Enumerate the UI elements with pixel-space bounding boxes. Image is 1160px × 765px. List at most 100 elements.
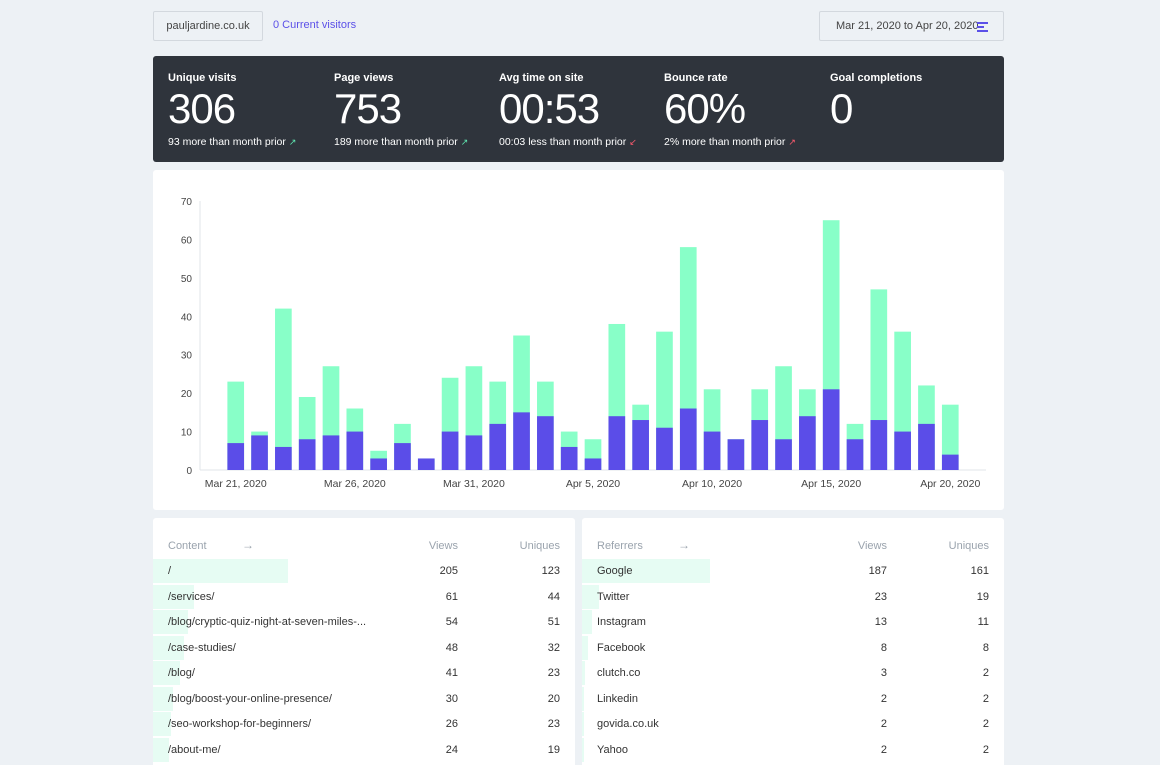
row-views: 2: [880, 718, 887, 730]
x-tick-label: Mar 26, 2020: [324, 478, 386, 490]
x-tick-label: Mar 21, 2020: [205, 478, 267, 490]
table-row[interactable]: Linkedin 2 2: [582, 686, 1004, 711]
row-uniques: 8: [982, 641, 989, 654]
table-row[interactable]: Twitter 23 19: [582, 584, 1004, 609]
stat-label: Unique visits: [168, 72, 237, 84]
bar-unique-visits[interactable]: [894, 431, 911, 470]
bar-unique-visits[interactable]: [870, 420, 888, 470]
bar-unique-visits[interactable]: [513, 412, 530, 470]
row-name: Twitter: [597, 590, 630, 603]
bar-unique-visits[interactable]: [751, 420, 769, 470]
row-views: 13: [874, 616, 887, 628]
row-views: 26: [445, 718, 458, 730]
bar-unique-visits[interactable]: [656, 427, 673, 470]
bar-unique-visits[interactable]: [346, 431, 364, 470]
table-row[interactable]: / 205 123: [153, 559, 575, 583]
bar-unique-visits[interactable]: [799, 416, 816, 470]
stat-label: Page views: [334, 72, 394, 84]
row-views: 2: [880, 743, 887, 756]
bar-unique-visits[interactable]: [918, 423, 935, 470]
stat-label: Goal completions: [830, 72, 923, 84]
row-bar: [153, 686, 174, 711]
table-row[interactable]: /case-studies/48 32: [153, 635, 575, 660]
bar-unique-visits[interactable]: [608, 416, 626, 470]
y-tick-label: 20: [181, 389, 193, 400]
row-uniques: 11: [977, 616, 989, 628]
current-visitors-link[interactable]: 0 Current visitors: [273, 19, 357, 31]
bar-unique-visits[interactable]: [679, 408, 697, 470]
row-views: 205: [439, 565, 458, 577]
table-row[interactable]: clutch.co 3 2: [582, 661, 1004, 685]
date-range-button[interactable]: Mar 21, 2020 to Apr 20, 2020: [819, 11, 1004, 41]
bar-unique-visits[interactable]: [394, 443, 411, 470]
arrow-right-icon[interactable]: →: [242, 538, 254, 552]
row-bar: [153, 610, 189, 634]
stat-label: Avg time on site: [499, 72, 584, 84]
table-row[interactable]: govida.co.uk 2 2: [582, 712, 1004, 736]
bar-unique-visits[interactable]: [584, 458, 602, 470]
date-range-label: Mar 21, 2020 to Apr 20, 2020: [836, 20, 979, 32]
bar-unique-visits[interactable]: [275, 446, 292, 470]
table-row[interactable]: /blog/41 23: [153, 661, 575, 685]
bar-unique-visits[interactable]: [251, 435, 268, 470]
table-row[interactable]: /services/61 44: [153, 584, 575, 609]
bar-unique-visits[interactable]: [846, 439, 864, 470]
bar-unique-visits[interactable]: [441, 431, 459, 470]
bar-page-views[interactable]: [275, 308, 292, 470]
table-row[interactable]: Google 187 161: [582, 559, 1004, 583]
y-tick-label: 40: [181, 312, 193, 323]
row-uniques: 51: [547, 616, 560, 628]
table-row[interactable]: /blog/cryptic-quiz-night-at-seven-miles-…: [153, 610, 575, 634]
bar-unique-visits[interactable]: [560, 446, 578, 470]
row-bar: [153, 559, 288, 583]
row-views: 30: [445, 692, 458, 705]
row-name: Yahoo: [597, 743, 628, 756]
bar-unique-visits[interactable]: [941, 454, 959, 470]
site-selector-button[interactable]: pauljardine.co.uk: [153, 11, 263, 41]
bar-unique-visits[interactable]: [227, 443, 245, 470]
top-bar: pauljardine.co.uk 0 Current visitors Mar…: [153, 11, 1004, 41]
row-name: Linkedin: [597, 692, 638, 705]
y-tick-label: 50: [181, 274, 193, 285]
table-row[interactable]: Facebook 8 8: [582, 635, 1004, 660]
bar-unique-visits[interactable]: [727, 439, 745, 470]
row-name: clutch.co: [597, 667, 641, 679]
row-views: 2: [880, 692, 887, 705]
bar-unique-visits[interactable]: [298, 439, 316, 470]
row-bar: [582, 559, 710, 583]
bar-unique-visits[interactable]: [370, 458, 387, 470]
row-views: 41: [445, 667, 458, 679]
bar-unique-visits[interactable]: [775, 439, 792, 470]
trend-up-bad-icon: ↗: [788, 137, 796, 147]
arrow-right-icon[interactable]: →: [678, 538, 690, 552]
row-bar: [153, 712, 171, 736]
row-bar: [582, 635, 589, 660]
bar-unique-visits[interactable]: [703, 431, 721, 470]
table-row[interactable]: /seo-workshop-for-beginners/26 23: [153, 712, 575, 736]
row-name: /blog/cryptic-quiz-night-at-seven-miles-…: [168, 616, 367, 628]
bar-unique-visits[interactable]: [465, 435, 483, 470]
bar-unique-visits[interactable]: [632, 420, 649, 470]
row-uniques: 23: [547, 667, 560, 679]
bar-unique-visits[interactable]: [822, 389, 840, 470]
table-row[interactable]: Instagram 13 11: [582, 610, 1004, 634]
row-bar: [582, 686, 584, 711]
stat-change: 189 more than month prior ↗: [334, 136, 469, 148]
table-row[interactable]: Yahoo 2 2: [582, 737, 1004, 762]
x-tick-label: Mar 31, 2020: [443, 478, 505, 490]
row-views: 23: [874, 590, 887, 603]
table-row[interactable]: /blog/boost-your-online-presence/30 20: [153, 686, 575, 711]
bar-unique-visits[interactable]: [489, 423, 507, 470]
bar-unique-visits[interactable]: [322, 435, 340, 470]
visits-chart-card: 0 10 20 30 40 50 60 70 Mar 21, 2020 Mar 26, 2020 M…: [153, 170, 1004, 510]
row-views: 48: [445, 641, 458, 654]
row-views: 3: [880, 667, 887, 679]
bar-unique-visits[interactable]: [417, 458, 435, 470]
bar-page-views[interactable]: [941, 404, 959, 470]
stats-panel: Unique visits 306 93 more than month pri…: [153, 56, 1004, 162]
row-name: Facebook: [597, 641, 646, 654]
bar-unique-visits[interactable]: [537, 416, 554, 470]
stat-value: 00:53: [499, 85, 600, 132]
row-views: 187: [868, 565, 887, 577]
table-row[interactable]: /about-me/24 19: [153, 737, 575, 762]
